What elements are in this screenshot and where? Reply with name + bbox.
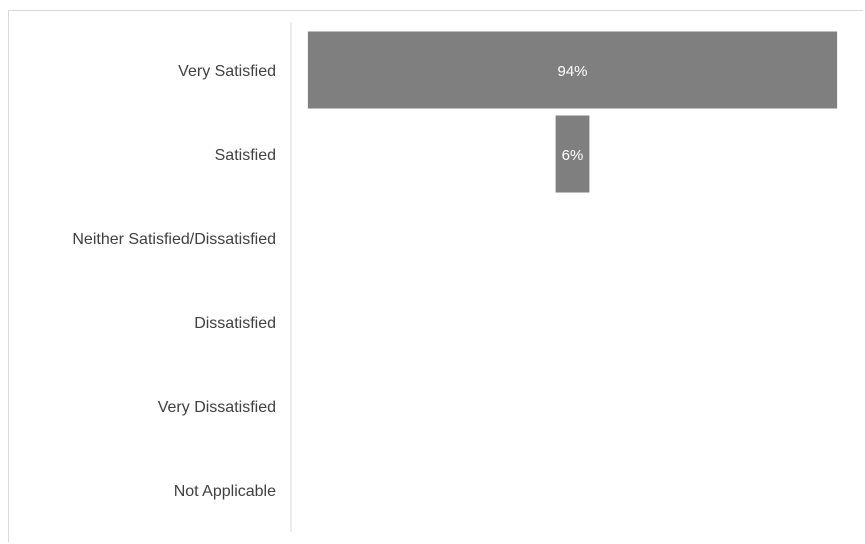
category-label: Satisfied bbox=[215, 147, 276, 164]
data-label: 94% bbox=[557, 63, 587, 80]
chart-frame bbox=[8, 10, 863, 542]
data-labels: 94% 6% bbox=[557, 63, 587, 164]
category-label: Very Dissatisfied bbox=[158, 399, 276, 416]
category-labels: Very Satisfied Satisfied Neither Satisfied… bbox=[72, 63, 276, 500]
category-label: Very Satisfied bbox=[178, 63, 276, 80]
data-label: 6% bbox=[562, 147, 584, 164]
bar bbox=[307, 31, 838, 109]
category-label: Neither Satisfied/Dissatisfied bbox=[72, 231, 276, 248]
category-label: Dissatisfied bbox=[194, 315, 276, 332]
bars bbox=[307, 31, 838, 193]
bar bbox=[555, 115, 590, 193]
category-label: Not Applicable bbox=[174, 483, 276, 500]
